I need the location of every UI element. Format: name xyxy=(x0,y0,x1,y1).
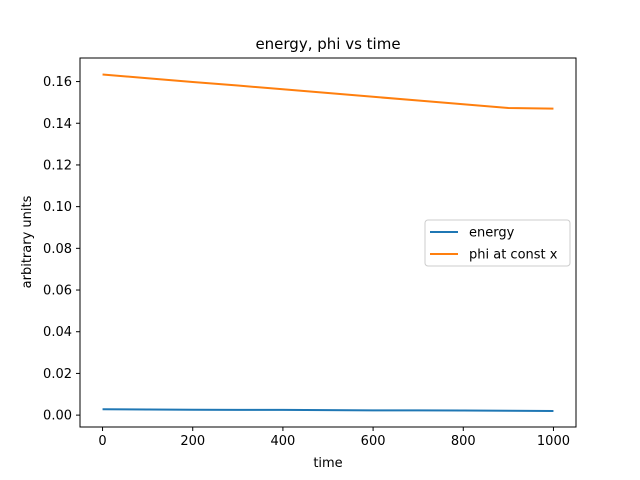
x-tick-label: 600 xyxy=(361,434,386,449)
legend-label-1: phi at const x xyxy=(469,248,558,263)
chart-title: energy, phi vs time xyxy=(255,35,400,53)
y-tick-label: 0.08 xyxy=(43,242,72,257)
plot-area xyxy=(79,57,577,428)
x-tick-label: 0 xyxy=(98,434,106,449)
y-tick-label: 0.14 xyxy=(43,117,72,132)
x-tick-label: 200 xyxy=(180,434,205,449)
y-tick-label: 0.10 xyxy=(43,200,72,215)
y-axis: 0.00 0.02 0.04 0.06 0.08 0.10 0.12 0.14 0.16 xyxy=(43,75,80,424)
x-tick-label: 800 xyxy=(451,434,476,449)
y-tick-label: 0.00 xyxy=(43,409,72,424)
plot-frame xyxy=(79,57,577,428)
y-tick-label: 0.16 xyxy=(43,75,72,90)
legend: energy phi at const x xyxy=(424,219,571,267)
series-line-0 xyxy=(102,408,554,412)
y-tick-label: 0.12 xyxy=(43,158,72,173)
x-axis: 0 200 400 600 800 1000 xyxy=(98,427,570,449)
legend-box xyxy=(424,219,571,267)
y-tick-label: 0.06 xyxy=(43,284,72,299)
x-tick-label: 1000 xyxy=(537,434,570,449)
x-tick-label: 400 xyxy=(270,434,295,449)
y-tick-label: 0.02 xyxy=(43,367,72,382)
y-tick-label: 0.04 xyxy=(43,325,72,340)
series-line-1 xyxy=(102,73,554,110)
y-axis-label: arbitrary units xyxy=(20,195,35,288)
legend-label-0: energy xyxy=(469,226,515,241)
x-axis-label: time xyxy=(313,456,342,471)
